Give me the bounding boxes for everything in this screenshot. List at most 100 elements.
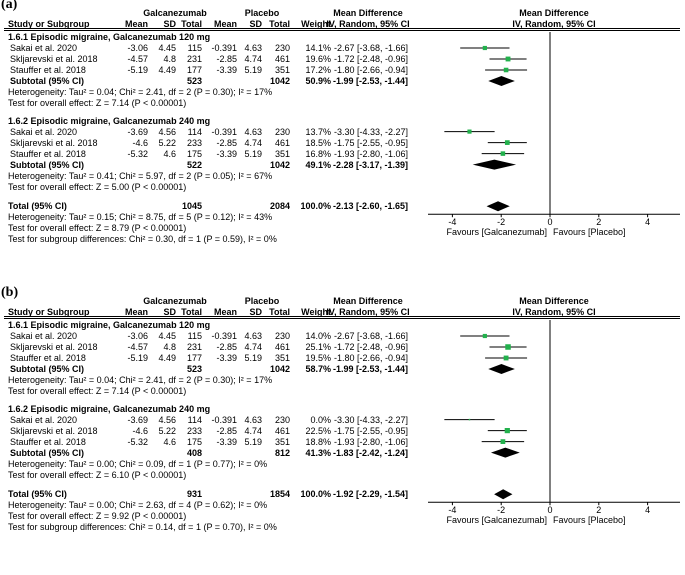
study-mean1: -5.32 <box>127 148 148 159</box>
study-mean2: -0.391 <box>211 126 237 137</box>
subtotal-weight: 50.9% <box>305 76 331 86</box>
subtotal-diamond <box>488 76 515 86</box>
header-control: Placebo <box>244 8 280 18</box>
footer-text: Test for subgroup differences: Chi² = 0.… <box>8 522 277 533</box>
study-name: Sakai et al. 2020 <box>10 414 78 425</box>
study-sd2: 4.74 <box>244 425 262 436</box>
study-name: Sakai et al. 2020 <box>10 126 78 137</box>
subtotal-n1: 523 <box>186 76 202 86</box>
subtotal-label: Subtotal (95% CI) <box>10 364 85 374</box>
header-sd2: SD <box>249 19 262 29</box>
study-n1: 177 <box>186 353 202 363</box>
subtotal-weight: 58.7% <box>305 364 331 374</box>
header-sd2: SD <box>249 307 262 317</box>
study-square <box>504 428 510 434</box>
study-n2: 351 <box>274 65 290 75</box>
subgroup-title: 1.6.1 Episodic migraine, Galcanezumab 12… <box>8 32 211 42</box>
study-square <box>505 344 511 350</box>
study-weight: 14.1% <box>305 43 331 53</box>
study-n1: 115 <box>187 43 202 53</box>
study-ci: -2.67 [-3.68, -1.66] <box>333 43 408 53</box>
study-square <box>505 56 511 62</box>
subgroup-title: 1.6.1 Episodic migraine, Galcanezumab 12… <box>8 320 211 330</box>
heterogeneity-text: Heterogeneity: Tau² = 0.04; Chi² = 2.41,… <box>8 87 273 97</box>
study-square <box>504 140 510 145</box>
tick-label: 0 <box>547 505 553 516</box>
study-ci: -1.75 [-2.55, -0.95] <box>333 137 408 148</box>
study-n2: 461 <box>274 137 290 148</box>
subtotal-n2: 812 <box>274 447 290 458</box>
study-sd1: 4.56 <box>158 414 176 425</box>
header-treatment: Galcanezumab <box>143 296 207 306</box>
study-ci: -1.80 [-2.66, -0.94] <box>333 65 408 75</box>
header-rule-top <box>4 28 680 29</box>
header-md-top-plot: Mean Difference <box>519 296 589 306</box>
total-n2: 2084 <box>269 201 290 212</box>
study-n2: 351 <box>274 436 290 447</box>
study-mean1: -3.06 <box>127 43 148 53</box>
study-square <box>467 129 472 134</box>
overall-effect-text: Test for overall effect: Z = 5.00 (P < 0… <box>8 181 187 192</box>
study-ci: -1.93 [-2.80, -1.06] <box>333 148 408 159</box>
study-ci: -2.67 [-3.68, -1.66] <box>333 331 408 341</box>
total-ci: -1.92 [-2.29, -1.54] <box>332 489 408 500</box>
header-md-sub: IV, Random, 95% CI <box>326 307 410 317</box>
subtotal-label: Subtotal (95% CI) <box>10 447 85 458</box>
study-sd1: 4.45 <box>158 43 176 53</box>
study-weight: 16.8% <box>305 148 331 159</box>
tick-label: 2 <box>596 505 602 516</box>
subgroup-title: 1.6.2 Episodic migraine, Galcanezumab 24… <box>8 115 211 126</box>
study-square <box>503 355 509 361</box>
study-ci: -3.30 [-4.33, -2.27] <box>333 414 408 425</box>
study-sd1: 4.49 <box>158 353 176 363</box>
study-mean2: -3.39 <box>216 65 237 75</box>
tick-label: 2 <box>596 217 602 228</box>
study-name: Sakai et al. 2020 <box>10 43 78 53</box>
subtotal-diamond <box>488 364 515 374</box>
header-treatment: Galcanezumab <box>143 8 207 18</box>
study-ci: -3.30 [-4.33, -2.27] <box>333 126 408 137</box>
study-name: Stauffer et al. 2018 <box>10 353 86 363</box>
study-n1: 233 <box>186 425 202 436</box>
study-n1: 177 <box>186 65 202 75</box>
study-sd2: 4.63 <box>244 414 262 425</box>
study-weight: 17.2% <box>305 65 331 75</box>
forest-svg <box>428 32 680 218</box>
study-name: Skljarevski et al. 2018 <box>10 425 98 436</box>
study-n2: 230 <box>274 126 290 137</box>
study-mean2: -3.39 <box>216 148 237 159</box>
total-ci: -2.13 [-2.60, -1.65] <box>332 201 408 212</box>
study-mean1: -5.19 <box>127 65 148 75</box>
favours-left: Favours [Galcanezumab] <box>446 227 547 238</box>
study-sd2: 5.19 <box>244 353 262 363</box>
study-mean1: -3.06 <box>127 331 148 341</box>
subtotal-ci: -1.99 [-2.53, -1.44] <box>332 364 408 374</box>
total-n1: 1045 <box>181 201 202 212</box>
header-md-sub-plot: IV, Random, 95% CI <box>512 307 596 317</box>
study-mean1: -5.19 <box>127 353 148 363</box>
forest-svg <box>428 320 680 506</box>
study-sd2: 4.63 <box>244 43 262 53</box>
study-sd2: 4.74 <box>244 342 262 352</box>
study-name: Stauffer et al. 2018 <box>10 148 86 159</box>
total-weight: 100.0% <box>300 201 331 212</box>
header-sd1: SD <box>163 307 176 317</box>
header-study: Study or Subgroup <box>8 19 90 29</box>
total-label: Total (95% CI) <box>8 201 67 212</box>
study-name: Skljarevski et al. 2018 <box>10 54 98 64</box>
header-md-sub-plot: IV, Random, 95% CI <box>512 19 596 29</box>
total-diamond <box>494 489 513 500</box>
study-mean1: -4.57 <box>127 54 148 64</box>
study-ci: -1.93 [-2.80, -1.06] <box>333 436 408 447</box>
study-sd2: 5.19 <box>244 436 262 447</box>
header-weight: Weight <box>301 19 331 29</box>
subtotal-ci: -2.28 [-3.17, -1.39] <box>332 159 408 170</box>
study-n1: 175 <box>186 436 202 447</box>
total-n1: 931 <box>186 489 202 500</box>
header-mean2: Mean <box>213 19 237 29</box>
subtotal-label: Subtotal (95% CI) <box>10 159 85 170</box>
tick-label: -2 <box>497 217 506 228</box>
study-n2: 230 <box>274 43 290 53</box>
study-n1: 114 <box>187 126 202 137</box>
study-ci: -1.75 [-2.55, -0.95] <box>333 425 408 436</box>
